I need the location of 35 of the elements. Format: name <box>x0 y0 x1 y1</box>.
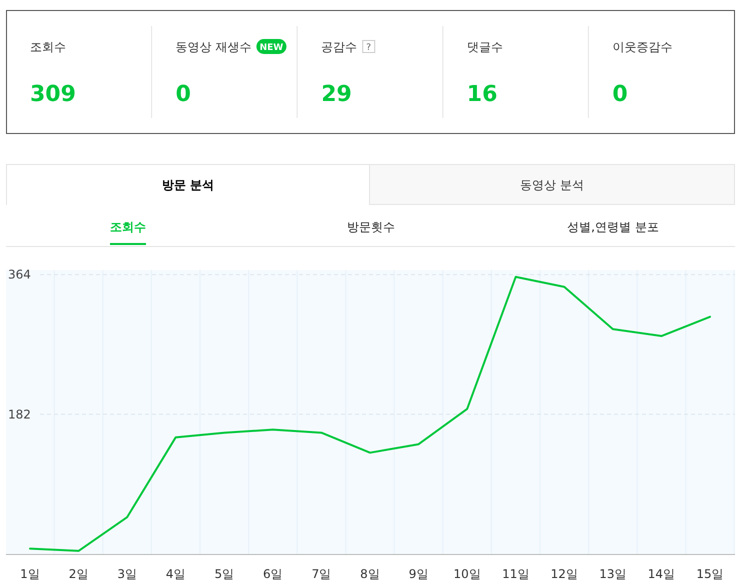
x-tick-label: 7일 <box>312 567 332 581</box>
data-label: 0 <box>176 82 191 107</box>
data-label: 29 <box>321 82 352 107</box>
x-tick-label: 12일 <box>550 567 578 581</box>
y-tick-label: 182 <box>8 407 31 422</box>
x-tick-label: 5일 <box>214 567 234 581</box>
x-tick-label: 4일 <box>166 567 186 581</box>
x-tick-label: 1일 <box>20 567 40 581</box>
text: NEW <box>260 43 284 53</box>
data-label: 309 <box>30 82 76 107</box>
category-label: 댓글수 <box>466 40 503 54</box>
category-label: 이웃증감수 <box>612 40 672 54</box>
x-tick-label: 13일 <box>599 567 626 581</box>
x-tick-label: 10일 <box>454 567 481 581</box>
line-series <box>29 276 711 552</box>
text: 방문횟수 <box>347 220 395 234</box>
x-tick-label: 2일 <box>68 567 88 581</box>
data-label: 16 <box>466 82 498 107</box>
data-label: 0 <box>612 82 628 107</box>
category-label: 동영상 재생수 <box>176 40 252 54</box>
x-tick-label: 8일 <box>360 567 380 581</box>
x-tick-label: 9일 <box>408 567 428 581</box>
category-label: 공감수 <box>321 40 358 54</box>
text: ? <box>366 43 372 53</box>
x-tick-label: 15일 <box>696 567 724 581</box>
text: 방문 분석 <box>162 178 214 192</box>
text: 동영상 분석 <box>520 178 584 192</box>
x-tick-label: 6일 <box>263 567 283 581</box>
text: 성별,연령별 분포 <box>567 220 659 234</box>
x-tick-label: 11일 <box>502 567 530 581</box>
x-tick-label: 14일 <box>648 567 676 581</box>
text: 조회수 <box>110 220 146 234</box>
category-label: 조회수 <box>30 40 66 54</box>
y-tick-label: 364 <box>8 268 31 282</box>
x-tick-label: 3일 <box>117 567 137 581</box>
